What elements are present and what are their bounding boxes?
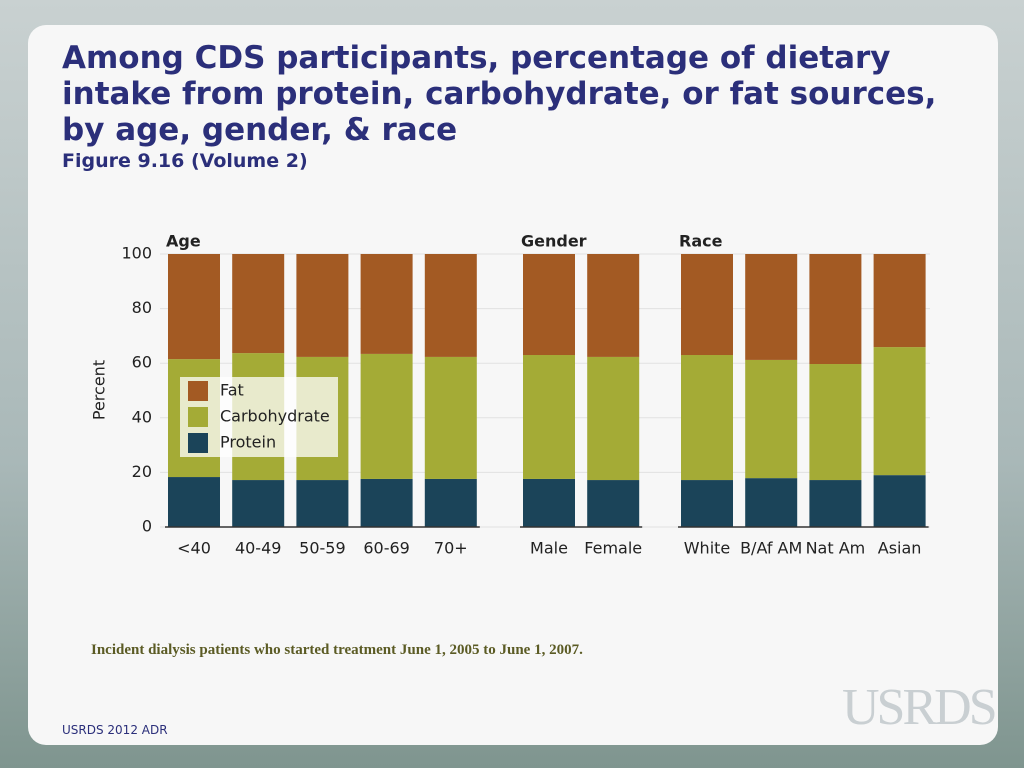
x-tick-label: B/Af AM bbox=[740, 539, 802, 558]
y-tick-label: 20 bbox=[132, 462, 152, 481]
slide-title: Among CDS participants, percentage of di… bbox=[62, 40, 937, 148]
footnote: Incident dialysis patients who started t… bbox=[91, 642, 583, 658]
bar-segment bbox=[809, 364, 862, 481]
bar-segment bbox=[809, 480, 862, 527]
x-tick-label: Male bbox=[530, 539, 568, 558]
bar-segment bbox=[523, 355, 575, 479]
bar-segment bbox=[424, 356, 477, 479]
panel-title: Race bbox=[679, 232, 723, 251]
bar-segment bbox=[681, 254, 733, 356]
x-tick-label: 50-59 bbox=[299, 539, 346, 558]
legend-swatch bbox=[188, 433, 208, 453]
bar-segment bbox=[745, 478, 798, 527]
slide-subtitle: Figure 9.16 (Volume 2) bbox=[62, 150, 308, 172]
legend-swatch bbox=[188, 381, 208, 401]
y-tick-label: 80 bbox=[132, 298, 152, 317]
panel-title: Age bbox=[166, 232, 201, 251]
bar-segment bbox=[360, 478, 413, 527]
footer: USRDS 2012 ADR bbox=[62, 723, 168, 737]
bar-segment bbox=[809, 254, 862, 365]
y-tick-label: 0 bbox=[142, 517, 152, 536]
logo: USRDS bbox=[842, 679, 998, 736]
y-axis-label: Percent bbox=[90, 360, 109, 420]
panel-title: Gender bbox=[521, 232, 587, 251]
bar-segment bbox=[681, 480, 733, 527]
x-tick-label: Nat Am bbox=[806, 539, 866, 558]
bar-segment bbox=[168, 477, 220, 527]
bar-segment bbox=[587, 480, 640, 527]
bar-segment bbox=[360, 353, 413, 479]
y-tick-label: 60 bbox=[132, 353, 152, 372]
y-tick-label: 100 bbox=[121, 244, 152, 263]
bar-segment bbox=[873, 347, 926, 476]
x-tick-label: 60-69 bbox=[363, 539, 410, 558]
bar-segment bbox=[873, 475, 926, 527]
bar-segment bbox=[873, 254, 926, 348]
bar-segment bbox=[296, 254, 349, 357]
y-tick-label: 40 bbox=[132, 407, 152, 426]
bar-segment bbox=[360, 254, 413, 354]
bar-segment bbox=[745, 254, 798, 360]
x-tick-label: <40 bbox=[177, 539, 211, 558]
legend-swatch bbox=[188, 407, 208, 427]
x-tick-label: 70+ bbox=[434, 539, 468, 558]
x-tick-label: Asian bbox=[878, 539, 922, 558]
bar-segment bbox=[523, 478, 575, 527]
x-tick-label: Female bbox=[584, 539, 642, 558]
bar-segment bbox=[168, 254, 220, 360]
legend-label: Protein bbox=[220, 433, 276, 452]
legend-label: Carbohydrate bbox=[220, 407, 330, 426]
bar-segment bbox=[587, 254, 640, 357]
legend-label: Fat bbox=[220, 381, 244, 400]
bar-segment bbox=[587, 356, 640, 481]
bar-segment bbox=[232, 480, 285, 527]
x-tick-label: 40-49 bbox=[235, 539, 282, 558]
bar-segment bbox=[296, 480, 349, 527]
bar-segment bbox=[424, 478, 477, 527]
bar-segment bbox=[681, 355, 733, 481]
bar-segment bbox=[232, 254, 285, 354]
bar-segment bbox=[424, 254, 477, 357]
x-tick-label: White bbox=[684, 539, 731, 558]
bar-segment bbox=[745, 359, 798, 479]
bar-segment bbox=[523, 254, 575, 356]
